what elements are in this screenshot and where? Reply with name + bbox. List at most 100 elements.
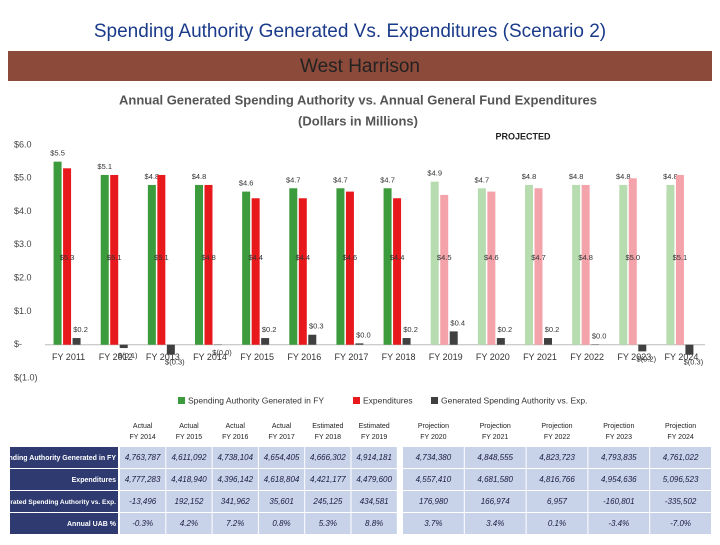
bar: [205, 185, 213, 345]
column-status: Projection: [603, 423, 634, 430]
data-label: $(0.0): [212, 348, 232, 357]
cell-value: -7.0%: [670, 519, 691, 528]
column-year: FY 2024: [667, 434, 693, 441]
bar: [572, 185, 580, 345]
data-label: $4.9: [427, 169, 442, 178]
data-label: $5.0: [625, 253, 640, 262]
data-label: $4.7: [333, 175, 348, 184]
row-label: Generated Spending Authority vs. Exp.: [0, 499, 116, 506]
x-tick-label: FY 2018: [382, 352, 416, 362]
data-label: $4.8: [145, 172, 160, 181]
column-status: Projection: [480, 423, 511, 430]
cell-value: 4,654,405: [264, 453, 300, 462]
cell-value: 35,601: [269, 497, 293, 506]
column-year: FY 2023: [606, 434, 632, 441]
column-year: FY 2020: [420, 434, 446, 441]
column-year: FY 2019: [361, 434, 387, 441]
cell-value: 8.8%: [365, 519, 383, 528]
data-label: $0.0: [592, 331, 607, 340]
data-label: $5.3: [60, 253, 75, 262]
column-status: Estimated: [312, 423, 343, 430]
column-year: FY 2015: [176, 434, 202, 441]
cell-value: 4,421,177: [310, 475, 346, 484]
bar: [308, 335, 316, 345]
column-status: Actual: [272, 423, 292, 430]
data-label: $4.4: [390, 253, 405, 262]
data-label: $0.0: [356, 330, 371, 339]
bar: [685, 345, 693, 355]
cell-value: 4.2%: [180, 519, 198, 528]
legend-swatch: [431, 397, 438, 404]
x-tick-label: FY 2015: [240, 352, 274, 362]
legend-label: Spending Authority Generated in FY: [188, 395, 324, 405]
column-year: FY 2022: [544, 434, 570, 441]
y-tick-label: $2.0: [14, 273, 32, 283]
data-label: $4.8: [578, 253, 593, 262]
bar: [487, 192, 495, 345]
cell-value: 0.8%: [272, 519, 290, 528]
column-status: Actual: [226, 423, 246, 430]
cell-value: 5.3%: [319, 519, 337, 528]
bar: [242, 192, 250, 345]
data-label: $(0.3): [165, 358, 185, 367]
legend-swatch: [178, 397, 185, 404]
bar: [73, 338, 81, 345]
x-tick-label: FY 2011: [52, 352, 85, 362]
bar: [289, 188, 297, 344]
cell-value: 192,152: [174, 497, 203, 506]
banner-text: West Harrison: [300, 56, 420, 77]
bar: [195, 185, 203, 345]
column-status: Projection: [665, 423, 696, 430]
data-label: $4.4: [295, 253, 310, 262]
data-label: $(0.3): [684, 358, 704, 367]
cell-value: 3.4%: [486, 519, 504, 528]
cell-value: 4,734,380: [416, 453, 452, 462]
x-tick-label: FY 2021: [523, 352, 557, 362]
legend-label: Generated Spending Authority vs. Exp.: [441, 395, 587, 405]
bar: [120, 345, 128, 348]
bar: [148, 185, 156, 345]
bar: [252, 198, 260, 344]
data-label: $0.2: [403, 325, 418, 334]
x-tick-label: FY 2022: [570, 352, 604, 362]
x-tick-label: FY 2019: [429, 352, 463, 362]
data-label: $0.2: [73, 325, 88, 334]
cell-value: 434,581: [360, 497, 389, 506]
bar: [336, 188, 344, 344]
x-tick-label: FY 2016: [287, 352, 321, 362]
bar: [535, 188, 543, 344]
cell-value: 6,957: [547, 497, 568, 506]
cell-value: 4,418,940: [171, 475, 207, 484]
data-label: $4.6: [484, 253, 499, 262]
bar: [167, 345, 175, 355]
cell-value: 5,096,523: [663, 475, 699, 484]
cell-value: 166,974: [481, 497, 510, 506]
cell-value: 3.7%: [424, 519, 442, 528]
cell-value: -13,496: [129, 497, 157, 506]
data-label: $0.4: [450, 318, 465, 327]
row-label: Spending Authority Generated in FY: [0, 455, 116, 462]
cell-value: 4,823,723: [539, 453, 575, 462]
cell-value: 4,479,600: [356, 475, 392, 484]
data-label: $4.4: [248, 253, 263, 262]
legend-swatch: [353, 397, 360, 404]
column-status: Actual: [179, 423, 199, 430]
bar: [666, 185, 674, 345]
annotation: PROJECTED: [495, 131, 551, 141]
cell-value: 4,793,835: [601, 453, 637, 462]
data-label: $5.5: [50, 149, 65, 158]
data-label: $5.1: [673, 253, 688, 262]
column-year: FY 2017: [268, 434, 294, 441]
data-label: $4.8: [522, 172, 537, 181]
cell-value: 176,980: [419, 497, 448, 506]
bar: [355, 343, 363, 344]
data-label: $4.8: [616, 172, 631, 181]
y-tick-label: $4.0: [14, 206, 32, 216]
cell-value: 4,396,142: [217, 475, 253, 484]
cell-value: 4,914,181: [356, 453, 392, 462]
column-year: FY 2018: [315, 434, 341, 441]
bar: [478, 188, 486, 344]
y-tick-label: $(1.0): [14, 372, 38, 382]
cell-value: -160,801: [603, 497, 635, 506]
bar: [450, 331, 458, 344]
